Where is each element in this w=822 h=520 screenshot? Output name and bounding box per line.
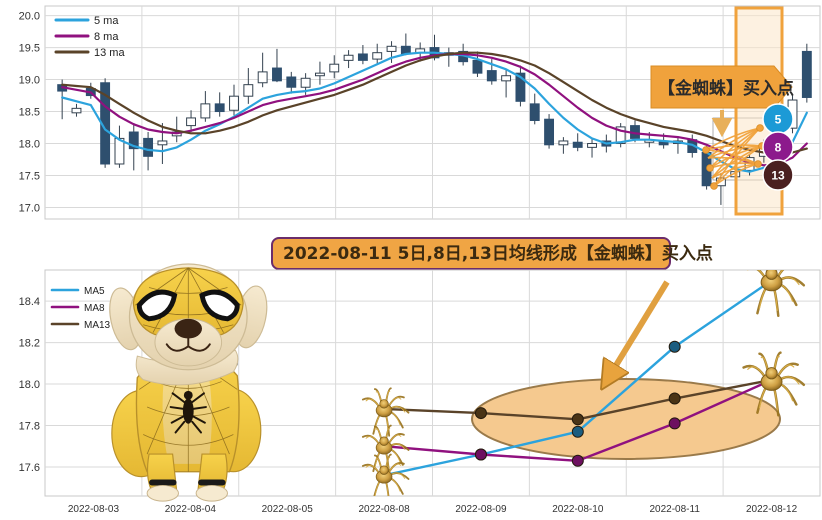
top-chart-panel: 17.0 17.5 18.0 18.5 19.0 19.5 20.0 5 ma 8 ma 13 …	[19, 5, 821, 220]
bottom-legend-label: MA8	[84, 303, 105, 314]
callout-down-arrow	[711, 110, 733, 138]
top-chart-legend: 5 ma 8 ma 13 ma	[54, 15, 125, 59]
golden-spider-icon	[361, 453, 410, 496]
mask-eye-right	[199, 289, 240, 322]
mask-eye-left	[136, 289, 178, 322]
golden-spider-icon	[361, 424, 410, 474]
bottom-x-tick: 2022-08-08	[358, 504, 410, 515]
spider-endpoint-icons	[361, 270, 806, 496]
top-ma-lines	[61, 51, 808, 173]
top-y-tick: 17.0	[19, 202, 40, 214]
bottom-y-tick: 18.4	[19, 296, 40, 308]
bottom-y-tick: 17.6	[19, 462, 40, 474]
bottom-x-tick: 2022-08-12	[746, 504, 798, 515]
top-legend-label: 5 ma	[94, 15, 119, 27]
bottom-y-tick: 18.0	[19, 379, 40, 391]
spider-dog-mascot	[109, 263, 268, 502]
spider-emblem-icon	[169, 390, 207, 434]
bottom-y-tick: 18.2	[19, 338, 40, 350]
top-legend-label: 8 ma	[94, 31, 119, 43]
top-y-tick: 19.5	[19, 43, 40, 55]
bottom-legend-label: MA13	[84, 320, 111, 331]
top-y-tick: 18.0	[19, 139, 40, 151]
crossover-pointer-arrow	[604, 280, 670, 385]
callout-label: 【金蜘蛛】买入点	[658, 78, 794, 99]
bottom-x-tick: 2022-08-11	[649, 504, 700, 515]
top-chart-y-axis-labels: 17.0 17.5 18.0 18.5 19.0 19.5 20.0	[19, 11, 40, 215]
top-y-tick: 18.5	[19, 107, 40, 119]
bottom-legend-label: MA5	[84, 286, 105, 297]
bottom-x-tick: 2022-08-09	[455, 504, 507, 515]
title-banner: 2022-08-11 5日,8日,13日均线形成【金蜘蛛】买入点	[271, 237, 713, 270]
bottom-x-tick: 2022-08-10	[552, 504, 604, 515]
golden-spider-icon	[361, 387, 410, 437]
ma-badge-label: 13	[771, 169, 785, 183]
title-banner-box	[271, 237, 671, 270]
bottom-y-tick: 17.8	[19, 421, 40, 433]
spider-legs-overlay	[702, 124, 766, 190]
bottom-chart-legend: MA5 MA8 MA13	[50, 286, 111, 331]
top-legend-label: 13 ma	[94, 47, 125, 59]
title-banner-label: 2022-08-11 5日,8日,13日均线形成【金蜘蛛】买入点	[283, 243, 713, 264]
top-y-tick: 19.0	[19, 75, 40, 87]
ma-badge-label: 8	[775, 141, 782, 155]
bottom-x-tick: 2022-08-03	[68, 504, 120, 515]
buy-point-callout: 【金蜘蛛】买入点	[650, 65, 794, 138]
top-y-tick: 17.5	[19, 171, 40, 183]
ma-badges: 5 8 13	[762, 103, 794, 191]
bottom-x-tick: 2022-08-05	[262, 504, 314, 515]
top-y-tick: 20.0	[19, 11, 40, 23]
golden-spider-icon	[747, 270, 806, 317]
bottom-chart-y-axis-labels: 17.6 17.8 18.0 18.2 18.4	[19, 296, 40, 474]
bottom-x-tick: 2022-08-04	[165, 504, 217, 515]
bottom-chart-x-axis-labels: 2022-08-03 2022-08-04 2022-08-05 2022-08-08…	[68, 504, 798, 515]
callout-arrow-shape	[650, 65, 793, 109]
golden-spider-icon	[742, 351, 806, 417]
ma-badge-label: 5	[775, 113, 782, 127]
